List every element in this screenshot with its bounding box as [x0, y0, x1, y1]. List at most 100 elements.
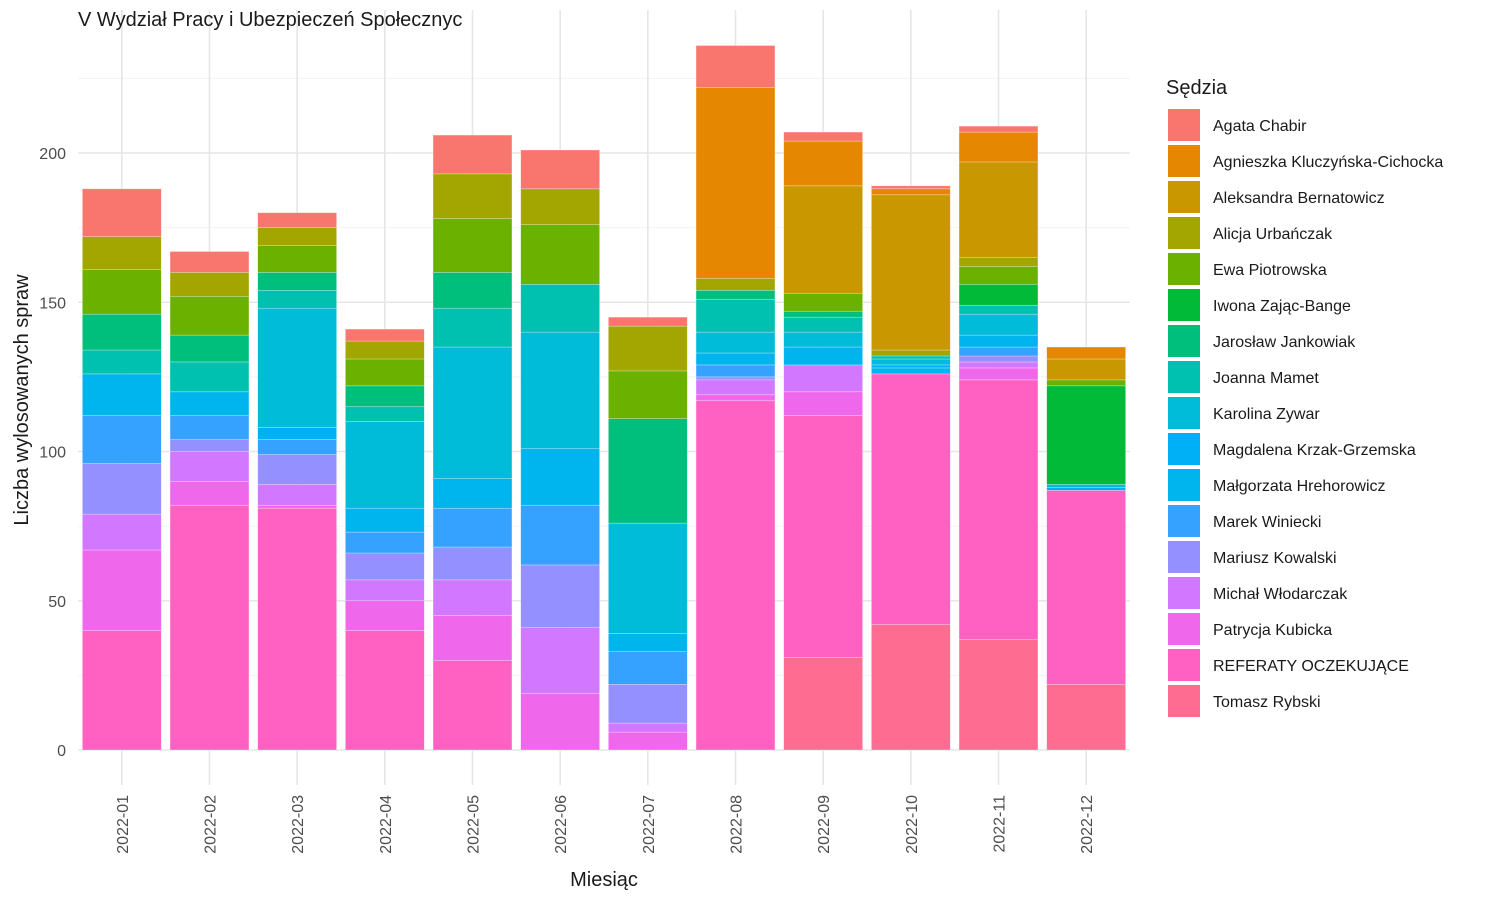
bar-segment — [695, 352, 776, 366]
x-tick-label: 2022-02 — [203, 795, 220, 854]
bar-segment — [958, 346, 1039, 357]
legend-swatch — [1168, 685, 1200, 717]
legend-swatch — [1168, 649, 1200, 681]
bar-segment — [695, 376, 776, 381]
bar-segment — [257, 427, 337, 440]
bar-segment — [958, 266, 1039, 285]
bar-segment — [169, 361, 250, 393]
bar-segment — [958, 284, 1039, 306]
bar-segment — [257, 212, 337, 228]
bar-segment — [958, 361, 1039, 369]
bar-segment — [783, 346, 863, 366]
bar-segment — [432, 346, 513, 479]
bar-segment — [695, 394, 776, 402]
bar-segment — [432, 546, 513, 581]
bar-segment — [871, 188, 951, 196]
legend-label: Karolina Zywar — [1213, 406, 1320, 423]
bar-segment — [520, 188, 600, 225]
bar-segment — [958, 334, 1039, 348]
bar-segment — [695, 45, 776, 88]
bar-segment — [783, 331, 863, 348]
bar-segment — [958, 161, 1039, 258]
axes: 0 50 100 150 200 2022-01 2022-02 2022-03 2022-04… — [39, 146, 1096, 854]
bar-segment — [257, 307, 337, 428]
bar-segment — [82, 188, 162, 237]
bar-segment — [520, 504, 600, 566]
bar-segment — [345, 358, 425, 387]
bar-segment — [169, 295, 250, 336]
bar-segment — [695, 278, 776, 291]
bar-segment — [432, 478, 513, 509]
bar-segment — [608, 731, 688, 751]
bar-segment — [432, 134, 513, 175]
bar-segment — [958, 379, 1039, 640]
y-tick-label: 200 — [39, 146, 66, 163]
bar-segment — [608, 316, 688, 327]
bar-segment — [257, 484, 337, 506]
bar-segment — [169, 415, 250, 440]
legend-swatch — [1168, 613, 1200, 645]
bar-segment — [345, 630, 425, 751]
bar-segment — [82, 630, 162, 751]
bar-segment — [958, 257, 1039, 267]
bar-segment — [345, 507, 425, 533]
bar-segment — [82, 373, 162, 416]
bar-segment — [1046, 490, 1126, 685]
bar-segment — [695, 290, 776, 300]
legend-label: Małgorzata Hrehorowicz — [1213, 478, 1386, 495]
bar-segment — [82, 349, 162, 375]
bar-segment — [82, 463, 162, 515]
bar-segment — [783, 364, 863, 393]
bar-segment — [82, 415, 162, 464]
bar-segment — [1046, 684, 1126, 751]
bar-segment — [345, 579, 425, 602]
legend: Sędzia Agata Chabir Agnieszka Kluczyńska-… — [1166, 77, 1443, 717]
x-tick-label: 2022-04 — [378, 795, 395, 854]
bar-segment — [257, 227, 337, 246]
bar-segment — [783, 391, 863, 416]
legend-swatch — [1168, 325, 1200, 357]
legend-swatch — [1168, 505, 1200, 537]
bar-segment — [871, 185, 951, 190]
bar-segment — [1046, 487, 1126, 491]
bar-segment — [432, 173, 513, 219]
legend-swatch — [1168, 289, 1200, 321]
bar-segment — [520, 627, 600, 694]
x-axis-title: Miesiąc — [570, 869, 638, 891]
bar-segment — [958, 131, 1039, 163]
bar-segment — [958, 313, 1039, 336]
x-tick-label: 2022-05 — [466, 795, 483, 854]
legend-swatch — [1168, 541, 1200, 573]
bar-segment — [871, 364, 951, 369]
legend-label: Joanna Mamet — [1213, 370, 1319, 387]
bar-segment — [257, 439, 337, 455]
bar-segment — [608, 370, 688, 419]
bar-segment — [1046, 358, 1126, 381]
legend-swatch — [1168, 253, 1200, 285]
bar-segment — [695, 400, 776, 751]
legend-label: Ewa Piotrowska — [1213, 262, 1327, 279]
bar-segment — [345, 328, 425, 342]
legend-label: Aleksandra Bernatowicz — [1213, 190, 1385, 207]
bar-segment — [257, 290, 337, 309]
bar-segment — [345, 340, 425, 360]
bar-segment — [169, 439, 250, 452]
bar-segment — [958, 639, 1039, 751]
legend-swatch — [1168, 469, 1200, 501]
y-tick-label: 150 — [39, 295, 66, 312]
bar-segment — [82, 313, 162, 351]
bar-segment — [257, 272, 337, 291]
x-tick-label: 2022-01 — [115, 795, 132, 854]
bar-segment — [608, 633, 688, 652]
bar-segment — [169, 504, 250, 751]
bar-segment — [783, 316, 863, 333]
legend-label: Agnieszka Kluczyńska-Cichocka — [1213, 154, 1443, 171]
bar-segment — [608, 522, 688, 634]
bar-segment — [432, 218, 513, 273]
legend-label: Marek Winiecki — [1213, 514, 1321, 531]
legend-label: Michał Włodarczak — [1213, 586, 1348, 603]
legend-title: Sędzia — [1166, 77, 1228, 99]
bar-segment — [257, 245, 337, 273]
bar-segment — [520, 692, 600, 751]
bar-segment — [257, 504, 337, 509]
